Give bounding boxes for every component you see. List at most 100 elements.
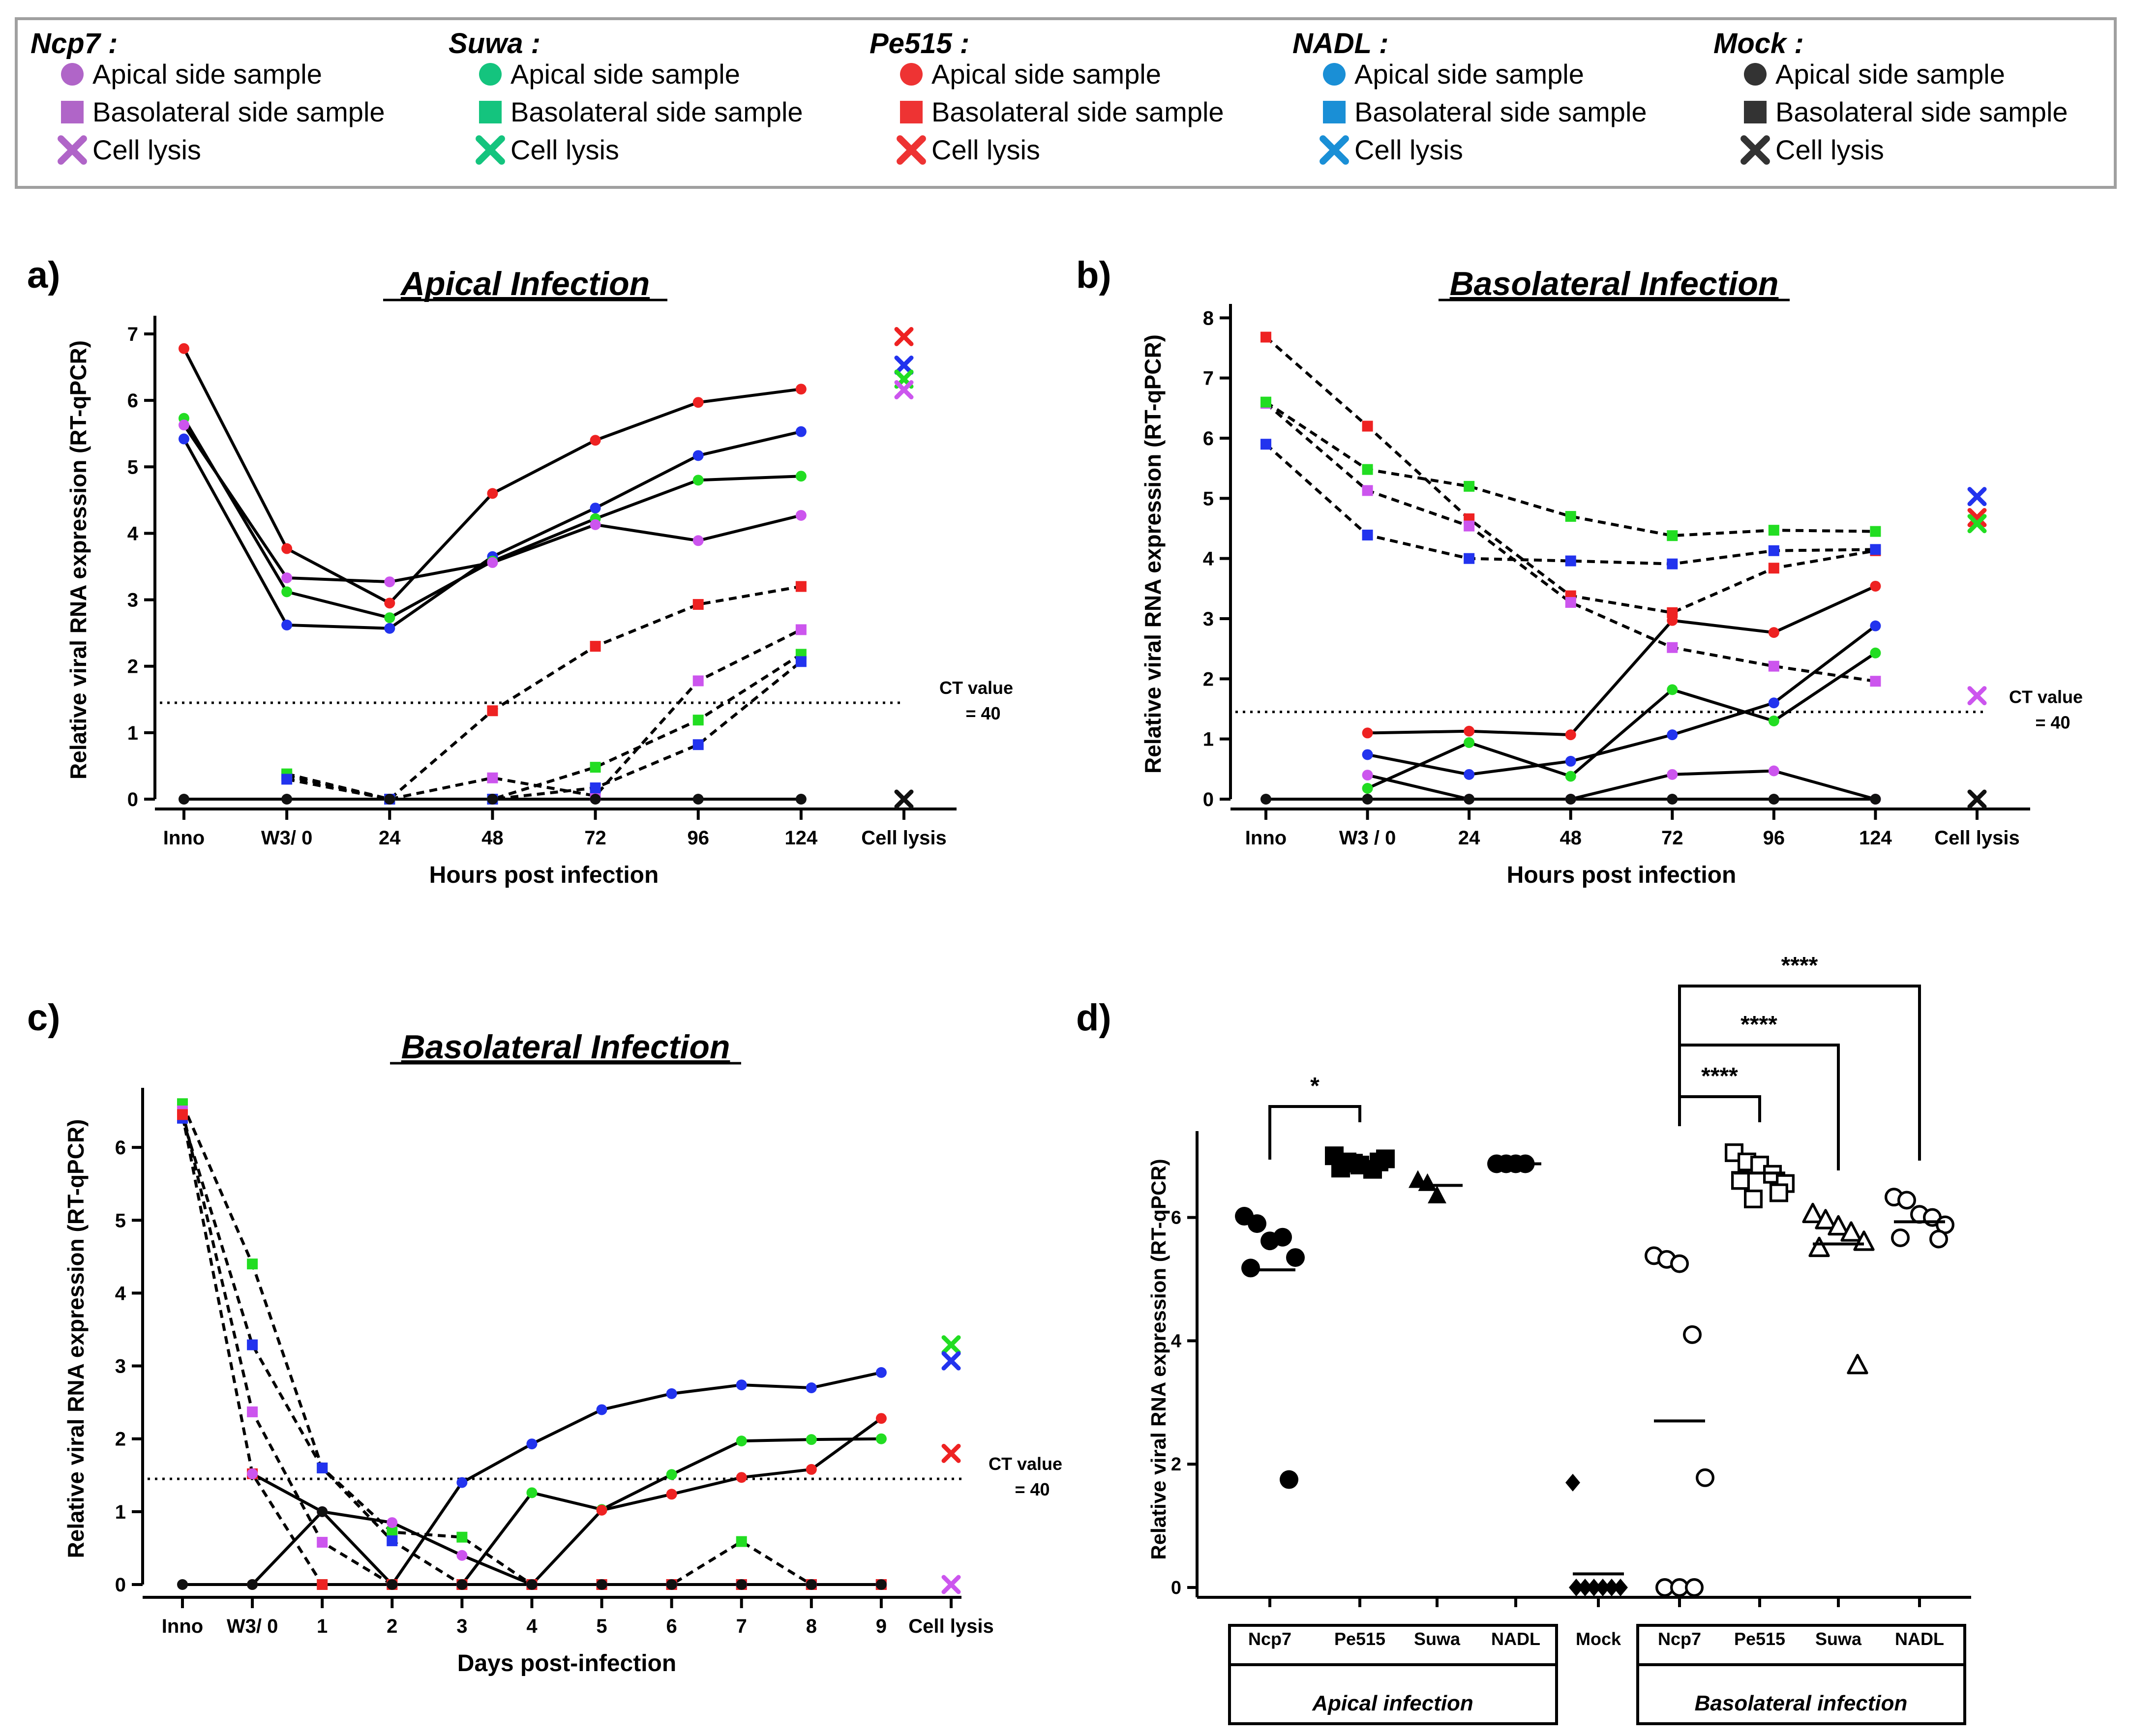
ct-label: = 40 <box>965 703 1000 723</box>
x-tick-label: Cell lysis <box>861 827 946 849</box>
data-point-NADL <box>1260 439 1271 450</box>
y-tick-label: 2 <box>1171 1454 1181 1475</box>
x-axis-label: Days post-infection <box>457 1650 676 1676</box>
legend-entry-label: Basolateral side sample <box>1354 96 1647 127</box>
data-point-Pe515 <box>1260 331 1271 343</box>
legend-cross-icon <box>58 135 87 165</box>
legend-entry-label: Cell lysis <box>931 134 1040 165</box>
data-point-NADL <box>179 433 189 445</box>
x-tick-label: Inno <box>162 1616 203 1637</box>
y-tick-label: 5 <box>127 456 138 478</box>
cell-lysis-marker-Ncp7 <box>894 380 914 400</box>
series-line-Pe515-apical <box>252 1417 882 1586</box>
x-axis-label: Hours post infection <box>429 862 659 888</box>
data-point-Ncp7 <box>281 572 293 583</box>
data-point-Ncp7 <box>1362 770 1373 781</box>
data-point-Suwa <box>1565 771 1576 782</box>
x-tick-label: NADL <box>1491 1629 1540 1649</box>
series-line-Suwa-basolateral <box>286 653 802 801</box>
x-tick-label: 124 <box>784 827 817 849</box>
legend-entry-label: Basolateral side sample <box>92 96 385 127</box>
data-point-Mock <box>1569 1579 1584 1596</box>
data-point-Ncp7 <box>384 576 395 588</box>
data-point-Mock <box>387 1579 398 1590</box>
data-point-Suwa <box>247 1258 258 1270</box>
series-line-Pe515-apical <box>1367 585 1876 737</box>
legend-entry-label: Basolateral side sample <box>510 96 803 127</box>
data-point-Mock <box>456 1579 468 1590</box>
data-point-NADL <box>1929 1229 1948 1249</box>
series-line-Suwa-apical <box>1367 652 1877 790</box>
data-point-NADL <box>1890 1228 1910 1247</box>
data-point-Pe515 <box>1667 615 1678 626</box>
significance-bracket <box>1268 1105 1361 1160</box>
data-point-NADL <box>526 1438 538 1450</box>
y-tick-label: 4 <box>127 523 139 544</box>
legend-entry-label: Basolateral side sample <box>931 96 1224 127</box>
data-point-Suwa <box>1815 1209 1836 1229</box>
data-point-Pe515 <box>806 1464 817 1475</box>
data-point-Mock <box>487 794 498 805</box>
legend-entry-label: Apical side sample <box>510 59 740 90</box>
data-point-Mock <box>596 1579 607 1590</box>
data-point-NADL <box>317 1462 328 1473</box>
cell-lysis-marker-Mock <box>894 789 914 809</box>
data-point-NADL <box>795 656 807 667</box>
data-point-Suwa <box>1870 526 1881 537</box>
data-point-Suwa <box>692 715 704 726</box>
data-point-Pe515 <box>317 1579 328 1590</box>
x-tick-label: W3 / 0 <box>1339 827 1396 849</box>
y-axis-label: Relative viral RNA expression (RT-qPCR) <box>1140 334 1166 774</box>
y-tick-label: 3 <box>1203 608 1214 630</box>
data-point-Ncp7 <box>1241 1258 1260 1278</box>
panel-label: d) <box>1076 997 1111 1039</box>
data-point-Suwa <box>1362 782 1373 794</box>
cell-lysis-marker-Pe515 <box>941 1443 961 1463</box>
data-point-Suwa <box>1565 511 1576 522</box>
data-point-Pe515 <box>1870 580 1881 592</box>
panel-label: c) <box>27 997 60 1039</box>
legend-entry-label: Cell lysis <box>92 134 201 165</box>
data-point-Ncp7 <box>487 557 498 568</box>
data-point-Pe515 <box>590 641 601 652</box>
data-point-Pe515 <box>1768 563 1779 574</box>
data-point-Ncp7 <box>247 1468 258 1479</box>
data-point-Suwa <box>1802 1202 1824 1224</box>
series-line-Ncp7-apical <box>1367 769 1876 801</box>
chart-title: Basolateral Infection <box>401 1028 730 1066</box>
cell-lysis-marker-Ncp7 <box>1967 686 1987 706</box>
data-point-Ncp7 <box>387 1517 398 1528</box>
data-point-Pe515 <box>692 397 704 408</box>
data-point-Suwa <box>456 1531 468 1543</box>
x-tick-label: 72 <box>584 827 606 849</box>
data-point-Suwa <box>666 1469 677 1480</box>
data-point-NADL <box>1768 697 1779 709</box>
data-point-Pe515 <box>736 1472 747 1483</box>
data-point-Pe515 <box>1362 727 1373 739</box>
y-axis-label: Relative viral RNA expression (RT-qPCR) <box>1147 1159 1170 1559</box>
data-point-NADL <box>1897 1191 1916 1210</box>
ct-label: = 40 <box>2035 713 2070 733</box>
legend-strain-Mock: Mock : <box>1713 28 1804 60</box>
y-tick-label: 1 <box>127 722 138 744</box>
series-line-Ncp7-basolateral <box>1265 402 1876 683</box>
x-tick-label: 6 <box>666 1616 677 1637</box>
cell-lysis-marker-Pe515 <box>894 327 914 346</box>
data-point-Mock <box>1260 794 1271 805</box>
data-point-Suwa <box>1768 525 1779 536</box>
data-point-NADL <box>456 1477 468 1488</box>
x-tick-label: 48 <box>1560 827 1582 849</box>
data-point-Ncp7 <box>1870 676 1881 687</box>
x-tick-label: 1 <box>317 1616 328 1637</box>
data-point-Ncp7 <box>1667 769 1678 780</box>
group-label: Basolateral infection <box>1695 1691 1908 1715</box>
y-axis-label: Relative viral RNA expression (RT-qPCR) <box>65 340 91 779</box>
data-point-Ncp7 <box>1273 1227 1292 1247</box>
data-point-Suwa <box>1768 715 1779 726</box>
y-tick-label: 4 <box>1203 548 1214 570</box>
ct-label: CT value <box>2009 687 2083 707</box>
data-point-Pe515 <box>1667 607 1678 618</box>
data-point-NADL <box>1464 769 1475 780</box>
series-line-Suwa-basolateral <box>181 1103 881 1586</box>
